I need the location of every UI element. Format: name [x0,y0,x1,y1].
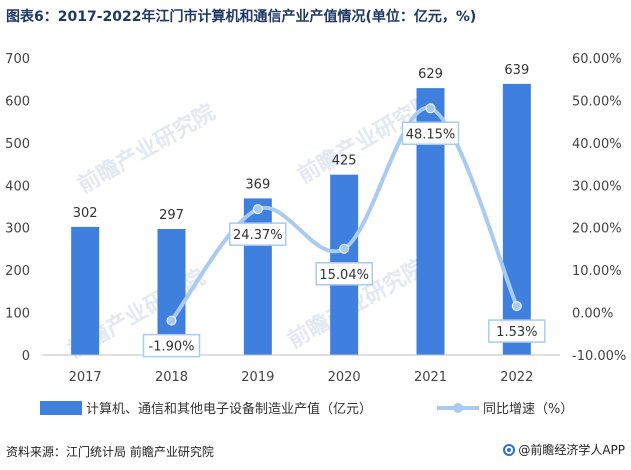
legend-bar-label: 计算机、通信和其他电子设备制造业产值（亿元） [86,401,372,417]
bar-value-label: 297 [159,208,184,223]
line-value-label: 1.53% [496,325,537,340]
legend-bar-swatch [40,401,82,415]
y-left-tick-label: 500 [5,137,30,152]
line-label-box [142,333,201,358]
legend-line-marker [453,403,463,413]
line-point [252,204,263,215]
legend-line-label: 同比增速（%） [483,402,573,417]
chart-title: 图表6：2017-2022年江门市计算机和通信产业产值情况(单位：亿元，%) [6,9,477,25]
line-point [511,301,522,312]
brand-text: @前瞻经济学人APP [518,443,625,457]
line-point [339,243,350,254]
x-tick-label: 2020 [328,370,361,385]
x-tick-label: 2019 [241,370,274,385]
y-right-tick-label: 60.00% [572,52,622,67]
y-right-tick-label: 50.00% [572,94,622,109]
bar [71,226,100,355]
y-left-tick-label: 700 [5,52,30,67]
line-point [425,103,436,114]
line-label-box [315,262,373,286]
y-right-tick-label: -10.00% [572,349,626,364]
legend: 计算机、通信和其他电子设备制造业产值（亿元） 同比增速（%） [40,401,573,417]
line-value-label: -1.90% [149,340,195,355]
y-right-tick-label: 0.00% [572,307,613,322]
x-tick-label: 2018 [155,370,188,385]
y-left-tick-label: 400 [5,179,30,194]
watermark-text: 前瞻产业研究院 [73,99,219,199]
bar [243,198,272,355]
bar [502,83,531,355]
y-left-tick-label: 100 [5,307,30,322]
bar-value-label: 425 [332,154,357,169]
y-right-tick-label: 20.00% [572,222,622,237]
y-right-tick-label: 30.00% [572,179,622,194]
bar-value-label: 639 [504,63,529,78]
bar-value-label: 302 [73,206,98,221]
line-label-box [229,222,287,246]
brand-logo-icon [503,443,516,456]
axes: 0 100 200 300 400 500 600 700 -10.00% 0.00% 10.00%… [5,52,626,385]
line-value-label: 24.37% [233,228,283,243]
x-tick-label: 2021 [414,370,447,385]
line-point [166,315,177,326]
y-right-tick-label: 10.00% [572,264,622,279]
source-note: 资料来源：江门统计局 前瞻产业研究院 [6,445,214,459]
y-left-tick-label: 200 [5,264,30,279]
y-left-tick-label: 600 [5,94,30,109]
line-value-label: 15.04% [319,268,369,283]
y-left-tick-label: 0 [22,349,30,364]
x-tick-label: 2017 [69,370,102,385]
x-tick-label: 2022 [500,370,533,385]
brand-credit: @前瞻经济学人APP [503,441,625,458]
y-left-tick-label: 300 [5,222,30,237]
line-value-label: 48.15% [406,127,456,142]
data-labels: 302 297 369 425 629 639 -1.90% 24.37% 15.04% 48.1… [73,63,546,358]
y-right-tick-label: 40.00% [572,137,622,152]
line-label-box [401,121,460,146]
bar-value-label: 369 [245,177,270,192]
bar-value-label: 629 [418,67,443,82]
line-label-box [488,319,546,343]
